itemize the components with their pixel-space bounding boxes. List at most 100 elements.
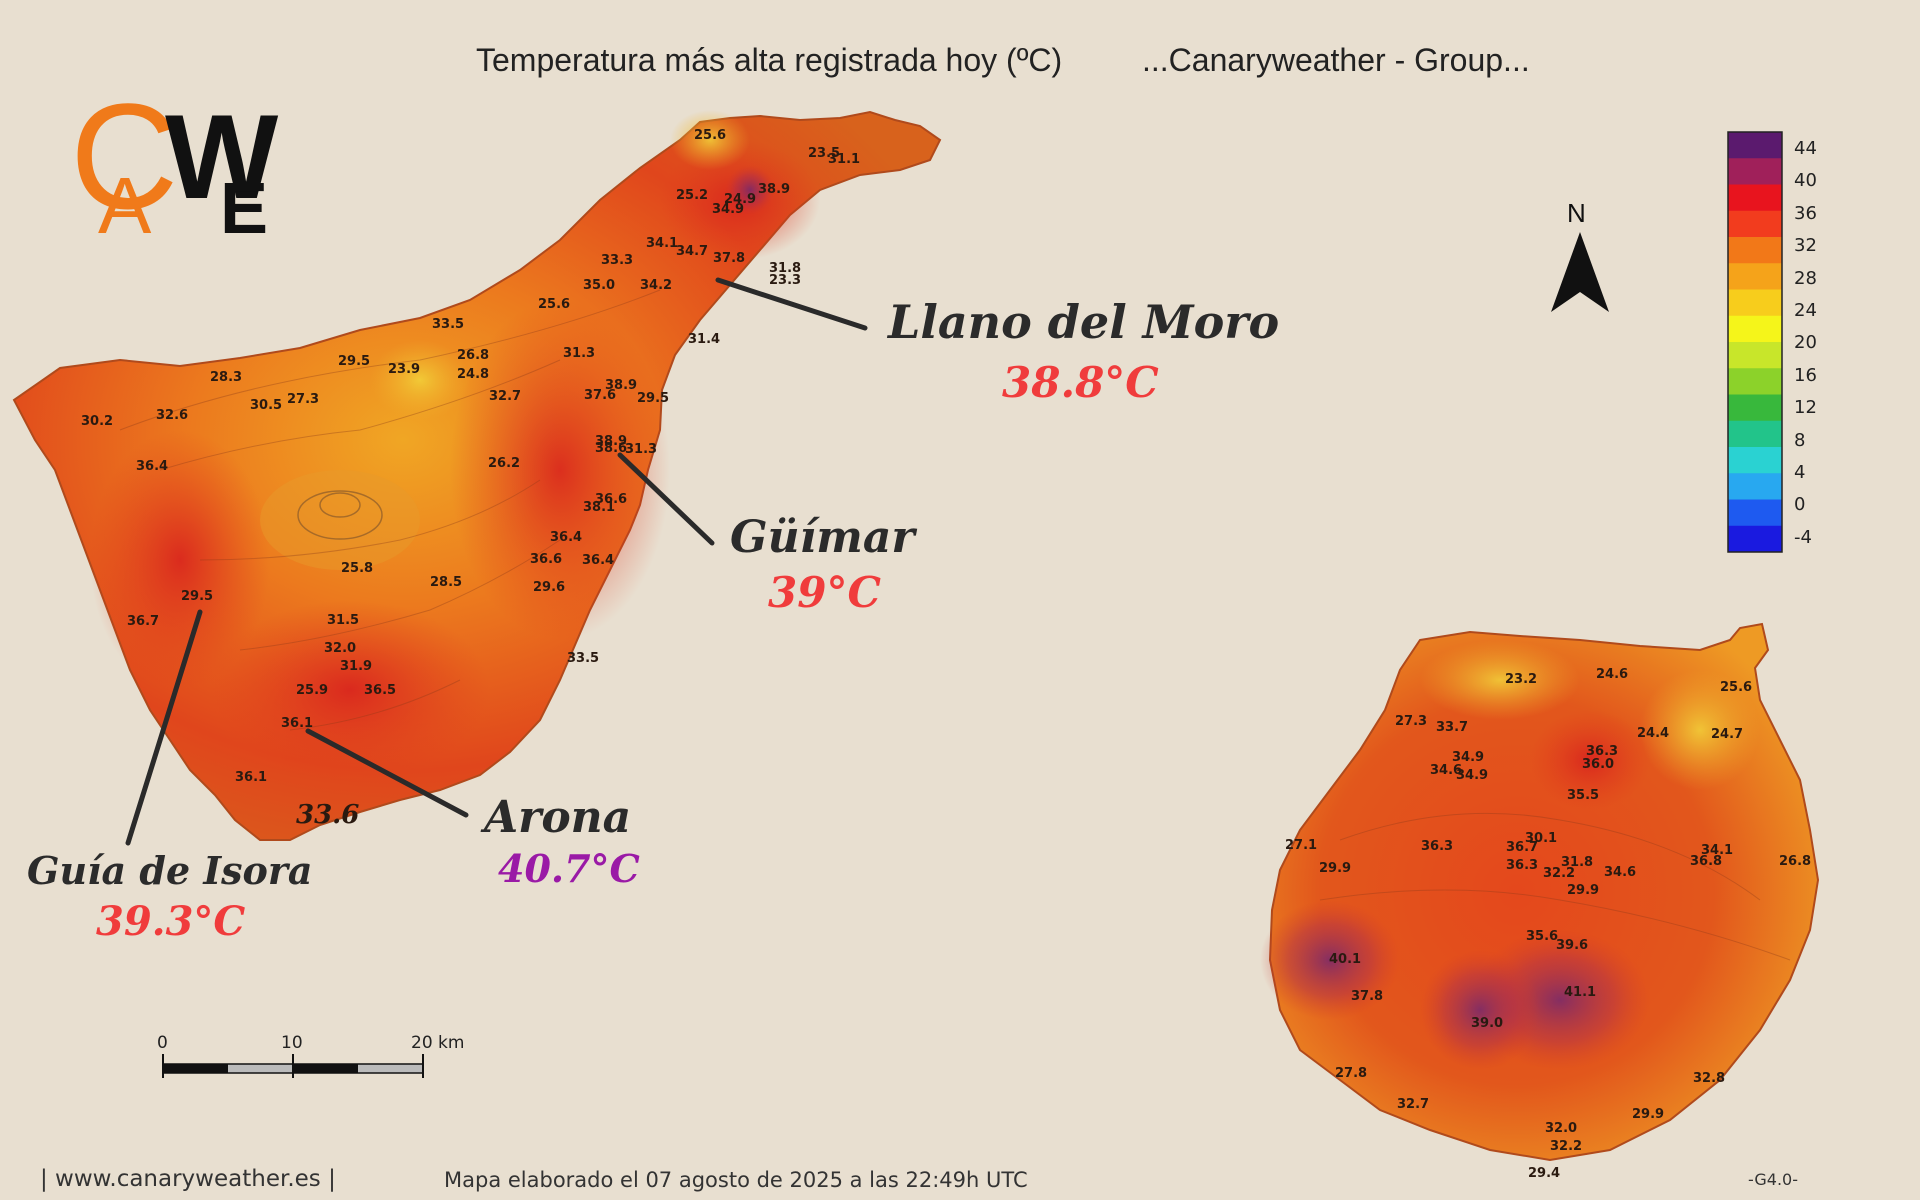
gran-canaria-reading: 34.6	[1430, 763, 1462, 778]
tenerife-island	[12, 110, 942, 841]
legend-swatch	[1728, 184, 1782, 212]
gran-canaria-reading: 41.1	[1564, 985, 1596, 1000]
gran-canaria-reading: 27.3	[1395, 714, 1427, 729]
tenerife-reading: 33.5	[432, 317, 464, 332]
footer-site: | www.canaryweather.es |	[40, 1166, 336, 1192]
leader-llano-del-moro	[715, 277, 868, 331]
legend-label: 0	[1794, 494, 1806, 516]
tenerife-reading: 31.9	[340, 659, 372, 674]
gran-canaria-reading: 36.7	[1506, 840, 1538, 855]
legend-swatch	[1728, 289, 1782, 317]
legend-swatch	[1728, 447, 1782, 474]
gran-canaria-reading: 26.8	[1779, 854, 1811, 869]
tenerife-reading: 35.0	[583, 278, 615, 293]
svg-text:E: E	[220, 169, 268, 238]
gran-canaria-reading: 32.0	[1545, 1121, 1577, 1136]
gran-canaria-reading: 25.6	[1720, 680, 1752, 695]
legend-label: 8	[1794, 429, 1806, 451]
scale-label-0: 0	[157, 1033, 168, 1053]
leader-arona	[305, 728, 469, 818]
tenerife-reading: 36.1	[235, 770, 267, 785]
gran-canaria-reading: 27.1	[1285, 838, 1317, 853]
tenerife-reading: 24.8	[457, 367, 489, 382]
callout-arona-temp: 40.7°C	[498, 846, 640, 891]
gran-canaria-reading: 24.7	[1711, 727, 1743, 742]
gran-canaria-reading: 33.7	[1436, 720, 1468, 735]
gran-canaria-reading: 36.0	[1582, 757, 1614, 772]
group-title: ...Canaryweather - Group...	[1142, 42, 1530, 78]
gran-canaria-reading: 24.4	[1637, 726, 1669, 741]
gran-canaria-reading: 32.2	[1543, 866, 1575, 881]
tenerife-reading: 25.9	[296, 683, 328, 698]
tenerife-reading: 37.6	[584, 388, 616, 403]
map-title: Temperatura más alta registrada hoy (ºC)	[476, 42, 1063, 78]
callout-leaders	[125, 277, 868, 846]
north-arrow-icon	[1551, 232, 1609, 312]
legend-label: 16	[1794, 364, 1817, 386]
tenerife-reading: 30.5	[250, 398, 282, 413]
scale-label-20: 20 km	[411, 1033, 465, 1053]
gran-canaria-readings: 23.2 24.6 25.6 27.3 33.7 24.4 24.7 34.9 36.3 34.6…	[1285, 667, 1811, 1181]
legend-swatch	[1728, 420, 1782, 448]
legend-label: -4	[1794, 526, 1812, 548]
tenerife-reading: 28.3	[210, 370, 242, 385]
leader-guimar	[617, 452, 715, 546]
tenerife-reading: 31.5	[327, 613, 359, 628]
gran-canaria-reading: 39.0	[1471, 1016, 1503, 1031]
tenerife-reading: 29.5	[637, 391, 669, 406]
callout-guimar-name: Güímar	[730, 512, 915, 563]
leader-guia-de-isora	[125, 609, 203, 846]
tenerife-reading: 34.7	[676, 244, 708, 259]
tenerife-reading: 34.9	[712, 202, 744, 217]
gran-canaria-island	[1260, 622, 1820, 1162]
tenerife-reading: 23.5	[808, 146, 840, 161]
tenerife-reading: 29.5	[338, 354, 370, 369]
legend-label: 36	[1794, 202, 1817, 224]
gran-canaria-reading: 29.9	[1319, 861, 1351, 876]
tenerife-reading: 34.2	[640, 278, 672, 293]
gran-canaria-reading: 34.9	[1452, 750, 1484, 765]
gran-canaria-reading: 35.6	[1526, 929, 1558, 944]
tenerife-reading: 29.5	[181, 589, 213, 604]
tenerife-reading: 27.3	[287, 392, 319, 407]
gran-canaria-reading: 37.8	[1351, 989, 1383, 1004]
svg-text:C: C	[70, 72, 178, 238]
tenerife-reading: 36.6	[530, 552, 562, 567]
legend-swatch	[1728, 342, 1782, 369]
cawe-logo: C A W E	[70, 72, 279, 238]
legend-label: 24	[1794, 300, 1817, 321]
callout-arona-name: Arona	[484, 792, 632, 843]
tenerife-reading: 30.2	[81, 414, 113, 429]
legend-swatch	[1728, 158, 1782, 185]
tenerife-reading: 34.1	[646, 236, 678, 251]
legend-swatch	[1728, 237, 1782, 264]
tenerife-reading: 38.6	[595, 441, 627, 456]
gran-canaria-reading: 34.9	[1456, 768, 1488, 783]
legend-label: 44	[1794, 138, 1817, 159]
tenerife-reading: 25.2	[676, 188, 708, 203]
tenerife-reading: 31.8	[769, 261, 801, 276]
tenerife-big-reading: 33.6	[296, 800, 360, 830]
gran-canaria-reading: 24.6	[1596, 667, 1628, 682]
legend-label: 28	[1794, 267, 1817, 289]
callout-guimar-temp: 39°C	[768, 568, 881, 617]
tenerife-reading: 33.5	[567, 651, 599, 666]
legend-label: 20	[1794, 332, 1817, 354]
tenerife-reading: 36.5	[364, 683, 396, 698]
tenerife-reading: 31.3	[563, 346, 595, 361]
gran-canaria-reading: 32.8	[1693, 1071, 1725, 1086]
tenerife-reading: 31.3	[625, 442, 657, 457]
tenerife-reading: 38.1	[583, 500, 615, 515]
tenerife-reading: 28.5	[430, 575, 462, 590]
callout-llano-del-moro-name: Llano del Moro	[888, 295, 1280, 349]
tenerife-reading: 31.1	[828, 152, 860, 167]
legend-label: 12	[1794, 397, 1817, 419]
gran-canaria-reading: 36.3	[1421, 839, 1453, 854]
tenerife-reading: 23.9	[388, 362, 420, 377]
gran-canaria-reading: 36.3	[1586, 744, 1618, 759]
tenerife-reading: 36.4	[136, 459, 168, 474]
gran-canaria-reading: 32.2	[1550, 1139, 1582, 1154]
gran-canaria-reading: 29.9	[1567, 883, 1599, 898]
gran-canaria-reading: 36.3	[1506, 858, 1538, 873]
